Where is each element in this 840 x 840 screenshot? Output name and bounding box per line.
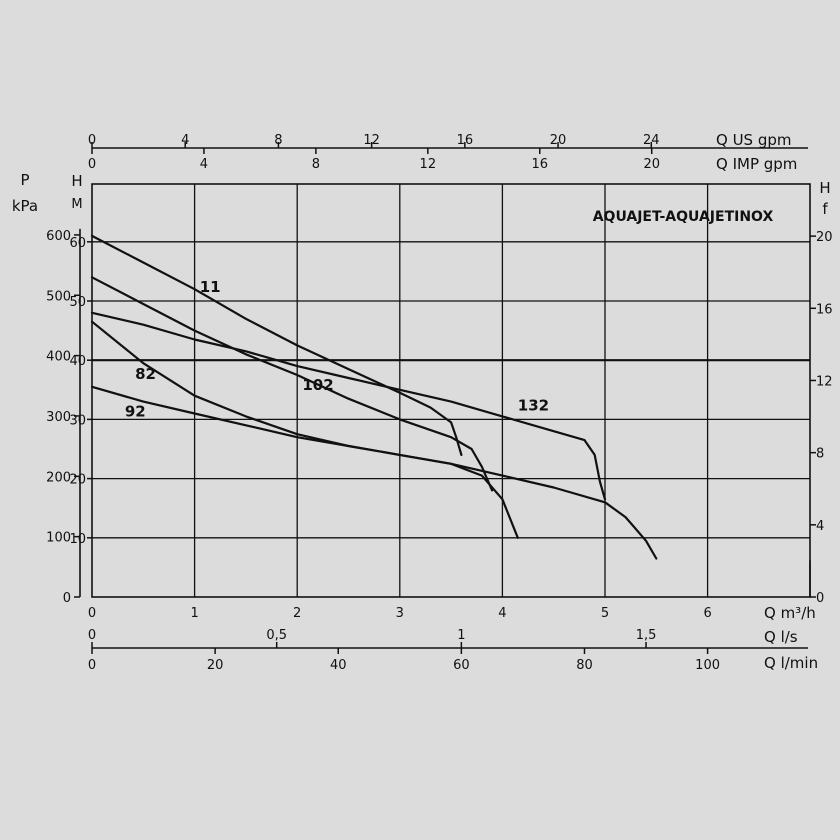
q-impgpm-axis-label: Q IMP gpm: [716, 155, 797, 173]
kpa-tick-label: 100: [46, 531, 71, 546]
q-m3h-tick-label: 6: [703, 606, 711, 621]
q-usgpm-tick-label: 24: [643, 133, 660, 148]
pump-curve-132: [90, 311, 607, 501]
feet-tick-label: 4: [816, 519, 824, 534]
pump-curve-label: 92: [125, 402, 146, 420]
pump-curve-102: [90, 276, 494, 492]
q-lmin-tick-label: 80: [576, 658, 593, 673]
head-tick-label: 20: [69, 473, 86, 488]
q-m3h-tick-label: 2: [293, 606, 301, 621]
q-impgpm-tick-label: 16: [531, 157, 548, 172]
kpa-tick-label: 200: [46, 470, 71, 485]
plot-border: [91, 183, 811, 598]
feet-axis-label-bottom: f: [822, 200, 828, 218]
kpa-tick-label: 400: [46, 350, 71, 365]
head-tick-label: 30: [69, 413, 86, 428]
q-usgpm-tick-label: 0: [88, 133, 96, 148]
kpa-tick-label: 500: [46, 289, 71, 304]
pump-curve-11: [90, 234, 463, 456]
head-axis-label-top: H: [71, 172, 82, 190]
q-lmin-tick-label: 100: [695, 658, 720, 673]
plot-frame: [91, 183, 811, 598]
q-usgpm-tick-label: 20: [550, 133, 567, 148]
feet-axis-label-top: H: [819, 179, 830, 197]
head-axis-label-bottom: M: [71, 197, 82, 212]
pump-curve-label: 132: [518, 397, 549, 415]
head-tick-label: 10: [69, 532, 86, 547]
feet-tick-label: 12: [816, 374, 833, 389]
q-m3h-axis-label: Q m³/h: [764, 604, 816, 622]
q-usgpm-axis-label: Q US gpm: [716, 131, 792, 149]
q-m3h-tick-label: 0: [88, 606, 96, 621]
kpa-tick-label: 600: [46, 229, 71, 244]
kpa-tick-label: 0: [63, 591, 71, 606]
q-usgpm-tick-label: 4: [181, 133, 189, 148]
chart-grid: [92, 184, 810, 597]
q-lmin-axis-label: Q l/min: [764, 654, 818, 672]
chart-title: AQUAJET-AQUAJETINOX: [593, 209, 774, 225]
pump-curve-92: [90, 385, 658, 560]
head-tick-label: 60: [69, 236, 86, 251]
pump-curve-label: 102: [302, 376, 333, 394]
q-ls-tick-label: 0: [88, 628, 96, 643]
q-ls-axis-label: Q l/s: [764, 628, 798, 646]
kpa-tick-label: 300: [46, 410, 71, 425]
feet-tick-label: 8: [816, 447, 824, 462]
feet-tick-label: 20: [816, 230, 833, 245]
q-ls-tick-label: 1: [457, 628, 465, 643]
q-impgpm-tick-label: 12: [420, 157, 437, 172]
q-m3h-tick-label: 4: [498, 606, 506, 621]
q-impgpm-tick-label: 0: [88, 157, 96, 172]
feet-tick-label: 0: [816, 591, 824, 606]
q-usgpm-tick-label: 12: [363, 133, 380, 148]
q-m3h-tick-label: 1: [190, 606, 198, 621]
head-tick-label: 50: [69, 295, 86, 310]
q-ls-tick-label: 0,5: [266, 628, 287, 643]
q-lmin-tick-label: 20: [207, 658, 224, 673]
kpa-axis-label-top: P: [20, 171, 29, 189]
pump-curve-label: 11: [200, 278, 221, 296]
pump-curves: 11 102 132 82 92: [90, 234, 658, 560]
q-m3h-tick-label: 5: [601, 606, 609, 621]
head-tick-label: 40: [69, 354, 86, 369]
feet-tick-label: 16: [816, 302, 833, 317]
pump-curve-label: 82: [135, 365, 156, 383]
kpa-axis-label-bottom: kPa: [12, 197, 38, 215]
q-usgpm-tick-label: 16: [457, 133, 474, 148]
q-ls-tick-label: 1,5: [636, 628, 657, 643]
q-usgpm-tick-label: 8: [274, 133, 282, 148]
q-impgpm-tick-label: 8: [312, 157, 320, 172]
q-lmin-tick-label: 0: [88, 658, 96, 673]
q-m3h-tick-label: 3: [396, 606, 404, 621]
chart-axes: 0100200300400500600PkPa102030405060HM048…: [12, 131, 833, 673]
q-lmin-tick-label: 60: [453, 658, 470, 673]
q-lmin-tick-label: 40: [330, 658, 347, 673]
q-impgpm-tick-label: 4: [200, 157, 208, 172]
q-impgpm-tick-label: 20: [643, 157, 660, 172]
